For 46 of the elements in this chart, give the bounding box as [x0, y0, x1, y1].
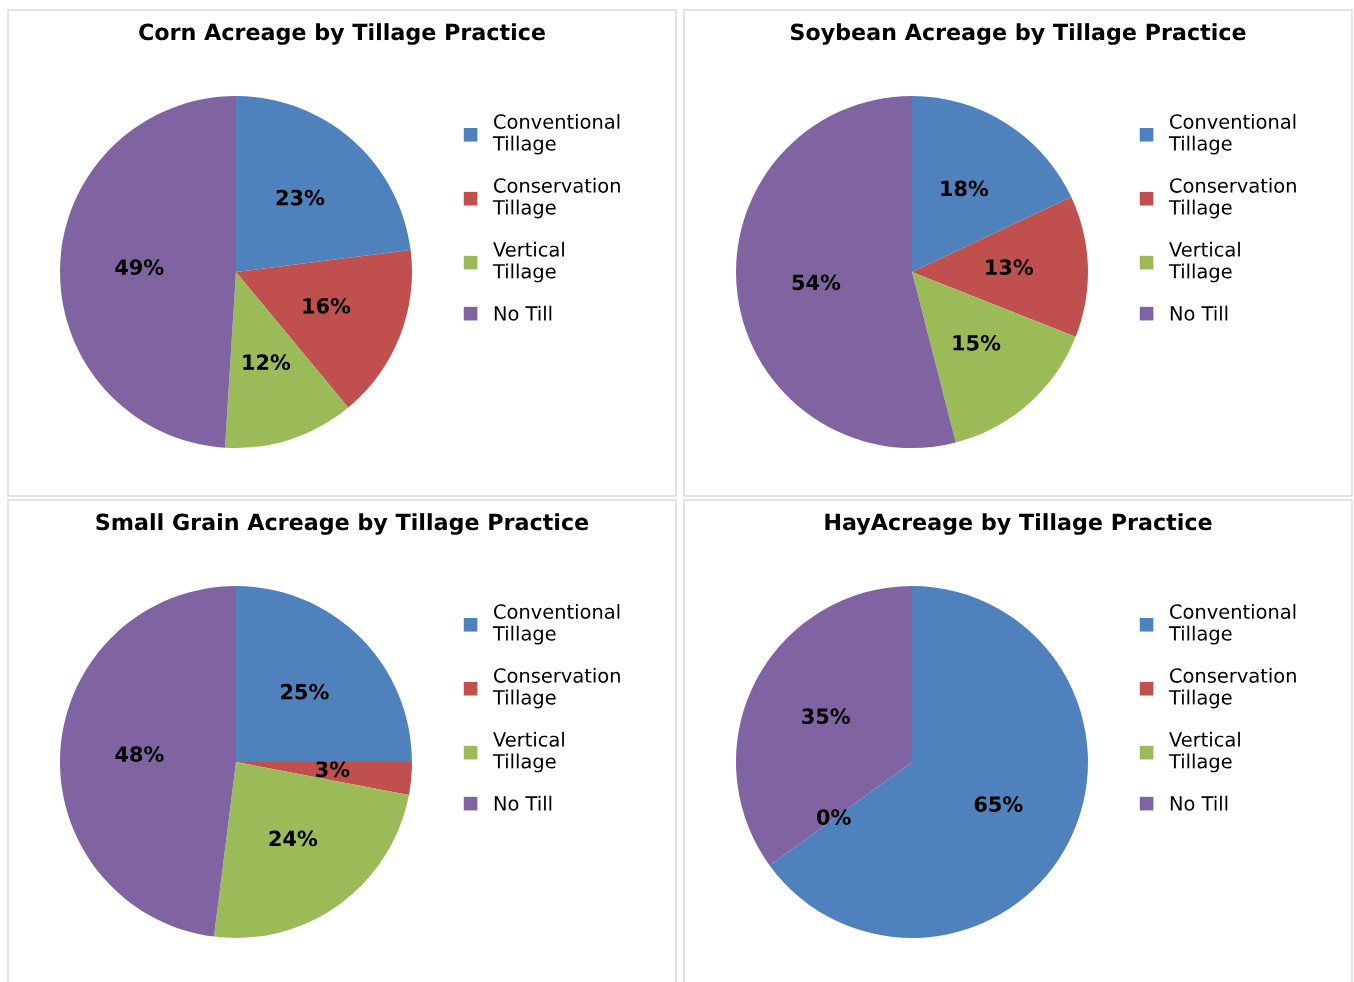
legend-label: Vertical Tillage: [1168, 731, 1240, 773]
chart-title: Small Grain Acreage by Tillage Practice: [96, 513, 589, 535]
pie-slice: [236, 96, 411, 272]
data-label: 54%: [792, 274, 841, 291]
pie-slice: [60, 586, 236, 937]
data-label: 12%: [243, 354, 291, 371]
pie-slice: [236, 762, 412, 795]
legend-label: Conventional Tillage: [492, 113, 620, 155]
pie-slice: [236, 249, 412, 408]
chart-title: HayAcreage by Tillage Practice: [825, 513, 1212, 535]
legend-label: No Till: [494, 305, 552, 321]
legend-label: Vertical Tillage: [1168, 241, 1240, 283]
legend-label: No Till: [1170, 795, 1228, 811]
legend-label: Conventional Tillage: [492, 603, 620, 645]
data-label: 65%: [974, 796, 1023, 812]
pie-slice: [769, 586, 1088, 938]
legend-label: Conservation Tillage: [492, 667, 620, 709]
legend-label: Vertical Tillage: [492, 241, 564, 283]
legend-label: Conservation Tillage: [1168, 667, 1296, 709]
data-label: 3%: [316, 761, 350, 778]
data-label: 13%: [986, 259, 1034, 275]
pie-slice: [236, 586, 412, 762]
chart-title: Soybean Acreage by Tillage Practice: [791, 23, 1246, 45]
text: 0%: [817, 809, 851, 825]
data-label: 48%: [115, 746, 164, 762]
data-label: 35%: [802, 708, 851, 725]
legend-label: Conventional Tillage: [1168, 113, 1296, 155]
pie-slice: [224, 272, 349, 448]
data-label: 16%: [303, 297, 351, 314]
legend-label: No Till: [1170, 305, 1228, 321]
legend-label: Conservation Tillage: [1168, 177, 1296, 219]
data-label: 18%: [941, 180, 989, 197]
chart-title: Corn Acreage by Tillage Practice: [139, 23, 545, 45]
data-label: 15%: [953, 334, 1001, 351]
pie-slice: [912, 197, 1088, 337]
data-label: 24%: [269, 830, 318, 847]
pie-slice: [213, 762, 409, 938]
data-label: 25%: [281, 683, 329, 700]
legend-label: Conventional Tillage: [1168, 603, 1296, 645]
data-label: 23%: [276, 189, 325, 206]
legend-label: Vertical Tillage: [492, 731, 564, 773]
legend-label: Conservation Tillage: [492, 177, 620, 219]
pie-slice: [736, 586, 912, 866]
legend-label: No Till: [494, 795, 552, 811]
data-label: 49%: [115, 259, 164, 275]
pie-slice: [60, 96, 236, 448]
